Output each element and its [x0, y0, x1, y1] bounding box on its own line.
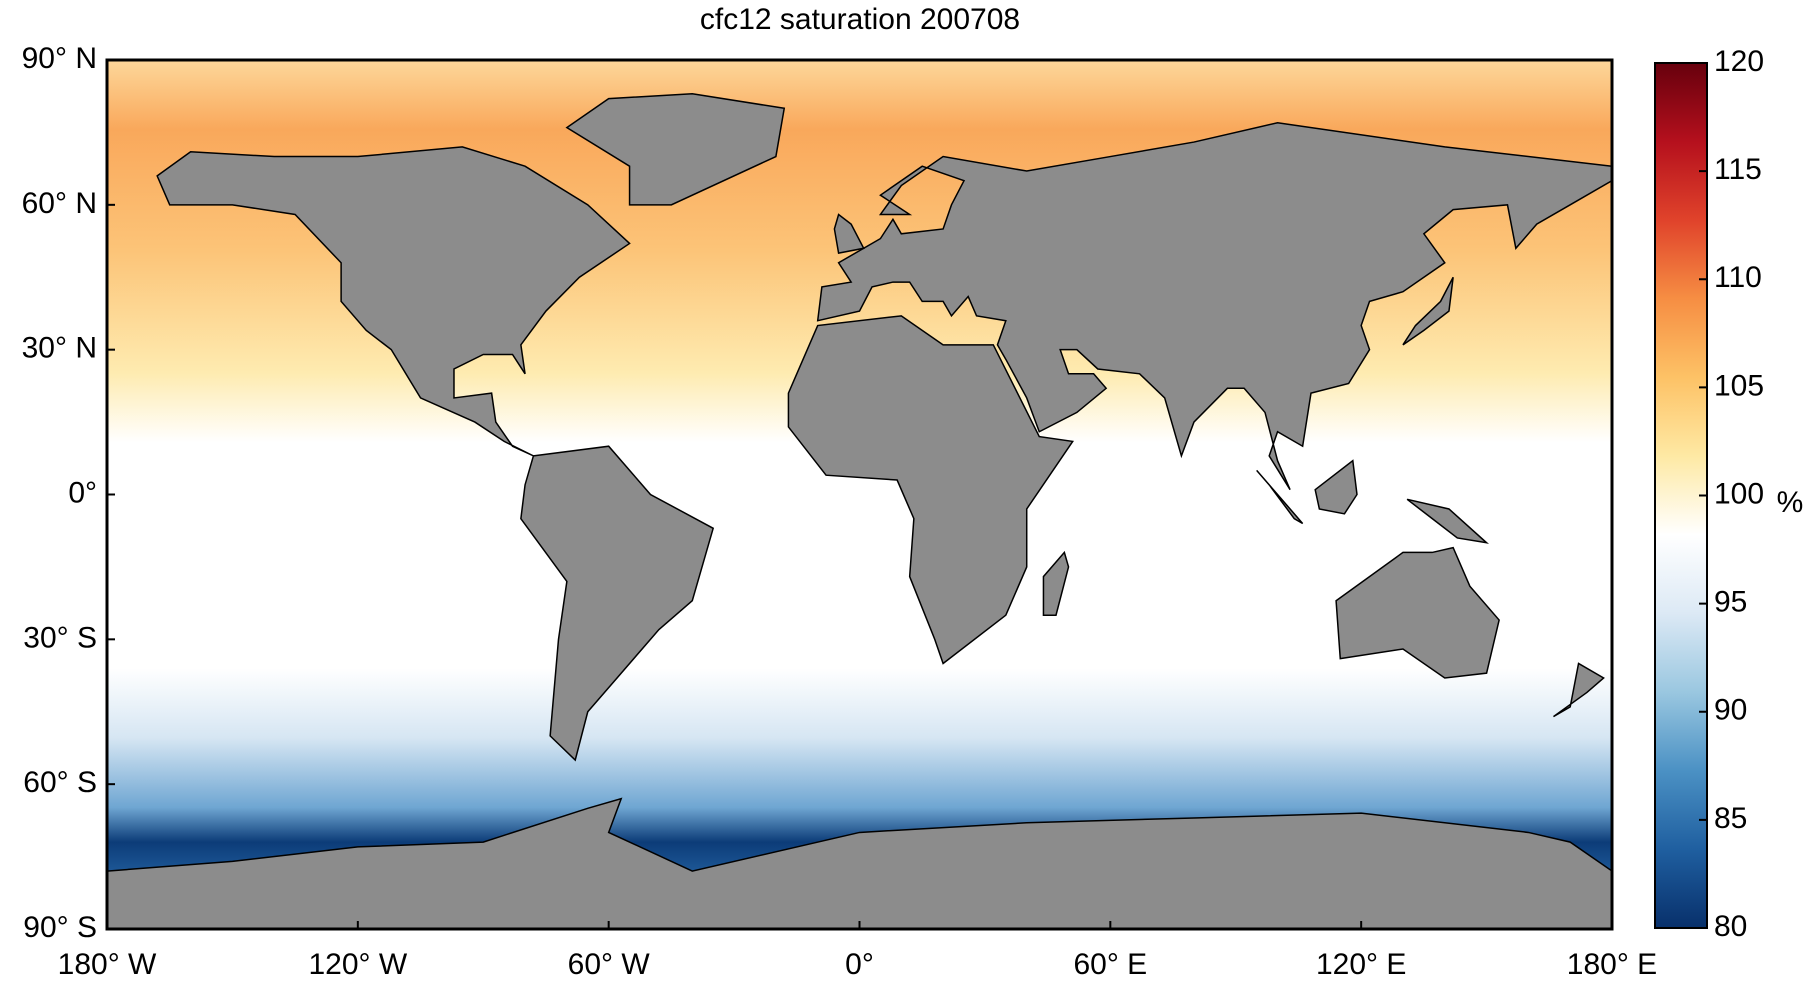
y-tick-label: 90° N: [22, 42, 97, 75]
colorbar-tick-label: 95: [1714, 586, 1747, 619]
x-tick-label: 120° W: [308, 948, 407, 981]
x-tick-label: 0°: [845, 948, 874, 981]
colorbar-tick-label: 80: [1714, 910, 1747, 943]
colorbar-tick-label: 115: [1714, 153, 1762, 186]
colorbar-tick-label: 85: [1714, 802, 1747, 835]
landmass: [833, 213, 865, 254]
y-tick-label: 0°: [68, 476, 97, 509]
landmass: [1553, 662, 1605, 718]
landmass: [1314, 459, 1358, 515]
y-tick-label: 60° N: [22, 187, 97, 220]
x-tick-label: 180° W: [58, 948, 157, 981]
colorbar: [1654, 62, 1708, 929]
landmass: [1256, 469, 1304, 525]
landmass: [1402, 276, 1454, 346]
landmass: [156, 146, 631, 457]
x-tick-label: 120° E: [1316, 948, 1406, 981]
y-tick-label: 60° S: [23, 766, 97, 799]
landmass: [1042, 550, 1070, 616]
colorbar-tick-label: 110: [1714, 261, 1762, 294]
landmass: [787, 315, 1075, 665]
landmass: [565, 93, 786, 206]
landmass: [1406, 498, 1489, 544]
colorbar-tick-label: 120: [1714, 45, 1764, 78]
land: [107, 93, 1612, 929]
colorbar-label: %: [1777, 486, 1804, 519]
chart-title: cfc12 saturation 200708: [700, 3, 1020, 36]
x-tick-label: 60° E: [1073, 948, 1147, 981]
colorbar-tick-label: 105: [1714, 369, 1764, 402]
landmass: [107, 797, 1612, 929]
x-tick-label: 180° E: [1567, 948, 1657, 981]
landmass: [520, 445, 715, 762]
y-tick-label: 30° S: [23, 621, 97, 654]
y-tick-label: 30° N: [22, 332, 97, 365]
x-tick-label: 60° W: [568, 948, 651, 981]
colorbar-tick-label: 100: [1714, 477, 1764, 510]
landmass: [816, 121, 1612, 491]
landmass: [1335, 546, 1500, 679]
y-tick-label: 90° S: [23, 911, 97, 944]
colorbar-tick-label: 90: [1714, 694, 1747, 727]
